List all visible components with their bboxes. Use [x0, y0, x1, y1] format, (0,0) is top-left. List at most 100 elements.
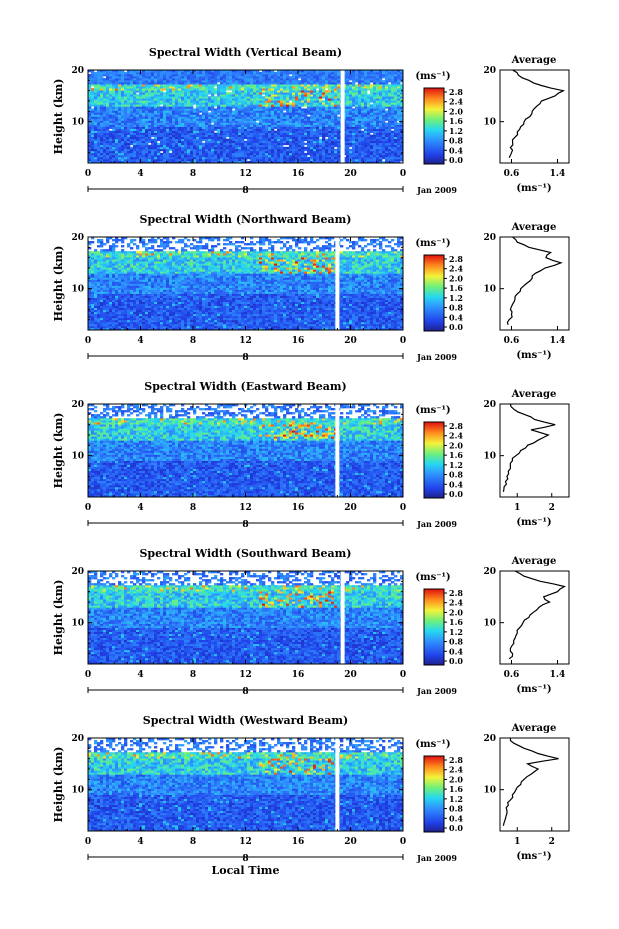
heatmap-cell — [196, 128, 200, 131]
heatmap-cell — [316, 76, 320, 79]
heatmap-cell — [190, 158, 194, 162]
heatmap-cell — [301, 70, 305, 73]
heatmap-cell — [97, 305, 101, 309]
heatmap-cell — [133, 78, 137, 81]
heatmap-cell — [238, 142, 242, 146]
heatmap-cell — [325, 84, 329, 87]
heatmap-cell — [370, 74, 374, 77]
heatmap-cell — [388, 118, 392, 121]
heatmap-cell — [256, 92, 260, 95]
heatmap-cell — [280, 84, 284, 87]
heatmap-cell — [205, 76, 209, 79]
heatmap-cell — [277, 136, 281, 140]
heatmap-cell — [97, 112, 101, 115]
heatmap-cell — [199, 86, 203, 89]
heatmap-cell — [385, 128, 389, 131]
heatmap-cell — [352, 88, 356, 91]
heatmap-cell — [193, 126, 197, 129]
heatmap-cell — [97, 303, 101, 307]
heatmap-cell — [364, 142, 368, 146]
heatmap-cell — [346, 136, 350, 140]
heatmap-cell — [358, 70, 362, 73]
heatmap-cell — [250, 110, 254, 113]
heatmap-cell — [304, 110, 308, 113]
heatmap-cell — [352, 110, 356, 113]
heatmap-cell — [88, 301, 92, 305]
heatmap-cell — [250, 100, 254, 103]
heatmap-cell — [94, 261, 98, 264]
heatmap-cell — [400, 90, 404, 93]
heatmap-cell — [184, 116, 188, 119]
heatmap-cell — [313, 116, 317, 119]
heatmap-cell — [382, 116, 386, 119]
heatmap-cell — [172, 120, 176, 123]
heatmap-cell — [112, 120, 116, 123]
heatmap-cell — [319, 140, 323, 144]
heatmap-cell — [130, 124, 134, 127]
heatmap-cell — [121, 98, 125, 101]
heatmap-cell — [316, 116, 320, 119]
heatmap-cell — [211, 124, 215, 127]
heatmap-cell — [349, 154, 353, 158]
heatmap-cell — [301, 126, 305, 129]
heatmap-cell — [196, 94, 200, 97]
heatmap-cell — [283, 150, 287, 154]
heatmap-cell — [352, 98, 356, 101]
heatmap-cell — [172, 96, 176, 99]
heatmap-cell — [364, 114, 368, 117]
heatmap-cell — [157, 90, 161, 93]
heatmap-cell — [127, 102, 131, 105]
heatmap-cell — [214, 108, 218, 111]
heatmap-cell — [238, 154, 242, 158]
heatmap-cell — [271, 122, 275, 125]
heatmap-cell — [169, 142, 173, 146]
heatmap-cell — [325, 124, 329, 127]
heatmap-cell — [145, 146, 149, 150]
heatmap-cell — [97, 291, 101, 294]
heatmap-cell — [352, 70, 356, 73]
heatmap-cell — [211, 92, 215, 95]
heatmap-cell — [178, 94, 182, 97]
heatmap-cell — [235, 154, 239, 158]
heatmap-cell — [190, 142, 194, 146]
heatmap-cell — [289, 158, 293, 162]
heatmap-cell — [205, 114, 209, 117]
heatmap-cell — [241, 156, 245, 160]
heatmap-cell — [301, 94, 305, 97]
heatmap-cell — [91, 251, 95, 254]
heatmap-cell — [211, 152, 215, 156]
heatmap-cell — [151, 82, 155, 85]
heatmap-cell — [397, 96, 401, 99]
heatmap-cell — [94, 295, 98, 298]
heatmap-cell — [361, 78, 365, 81]
heatmap-cell — [346, 94, 350, 97]
heatmap-cell — [223, 142, 227, 146]
heatmap-cell — [253, 132, 257, 135]
heatmap-cell — [247, 152, 251, 156]
heatmap-cell — [97, 146, 101, 150]
heatmap-cell — [148, 126, 152, 129]
heatmap-cell — [97, 323, 101, 327]
heatmap-cell — [127, 126, 131, 129]
heatmap-cell — [199, 122, 203, 125]
heatmap-cell — [163, 104, 167, 107]
heatmap-cell — [235, 74, 239, 77]
heatmap-cell — [286, 86, 290, 89]
heatmap-cell — [235, 108, 239, 111]
heatmap-cell — [358, 136, 362, 140]
heatmap-cell — [94, 104, 98, 107]
heatmap-cell — [253, 144, 257, 148]
heatmap-cell — [130, 112, 134, 115]
heatmap-cell — [367, 106, 371, 109]
heatmap-cell — [154, 152, 158, 156]
heatmap-cell — [160, 114, 164, 117]
heatmap-cell — [328, 142, 332, 146]
heatmap-cell — [172, 76, 176, 79]
heatmap-cell — [259, 144, 263, 148]
heatmap-cell — [292, 104, 296, 107]
heatmap-cell — [301, 98, 305, 101]
heatmap-cell — [136, 120, 140, 123]
heatmap-cell — [223, 126, 227, 129]
heatmap-cell — [358, 132, 362, 135]
heatmap-cell — [235, 126, 239, 129]
